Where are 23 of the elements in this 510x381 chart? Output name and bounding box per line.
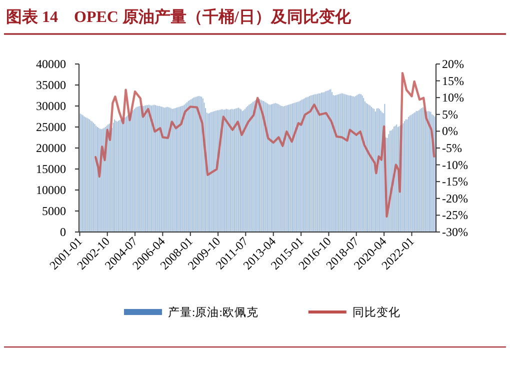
y-tick-label: 15000 <box>36 162 66 176</box>
y-tick-label: 5000 <box>42 204 66 218</box>
y-tick-label: 0 <box>60 225 66 239</box>
y2-tick-label: -25% <box>442 208 468 222</box>
y2-tick-label: 5% <box>442 107 458 122</box>
y-tick-label: 30000 <box>36 99 66 113</box>
y-tick-label: 40000 <box>36 57 66 71</box>
y2-tick-label: -10% <box>442 158 468 172</box>
y2-tick-label: -20% <box>442 191 468 206</box>
y-tick-label: 20000 <box>36 141 66 155</box>
y2-tick-label: -5% <box>442 141 462 155</box>
y2-tick-label: 0% <box>442 124 458 138</box>
y-tick-label: 25000 <box>36 120 66 134</box>
y2-tick-label: -30% <box>442 225 468 239</box>
chart-title: 图表 14 OPEC 原油产量（千桶/日）及同比变化 <box>6 8 352 26</box>
y2-tick-label: 15% <box>442 74 464 88</box>
y2-tick-label: -15% <box>442 174 468 189</box>
legend-label: 产量:原油:欧佩克 <box>168 305 258 319</box>
y-tick-label: 35000 <box>36 78 66 92</box>
y-tick-label: 10000 <box>36 183 66 197</box>
y2-tick-label: 10% <box>442 90 464 105</box>
legend-label: 同比变化 <box>352 305 400 319</box>
y2-tick-label: 20% <box>442 57 464 71</box>
